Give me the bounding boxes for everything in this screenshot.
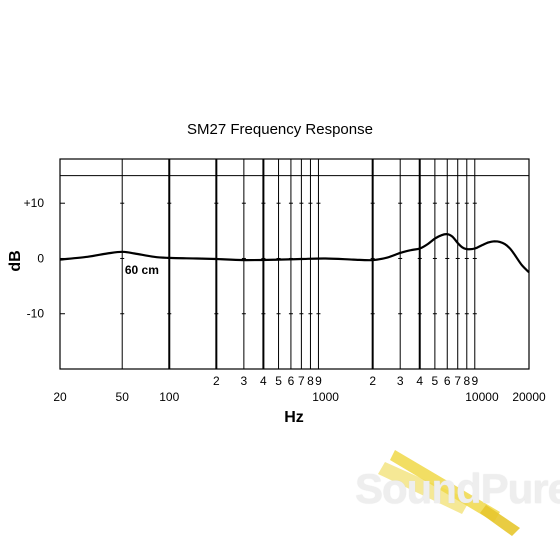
x-minor-tick-label: 4	[260, 374, 267, 388]
x-minor-tick-label: 2	[369, 374, 376, 388]
chart-title: SM27 Frequency Response	[187, 121, 373, 138]
y-tick-label: -10	[27, 307, 45, 321]
x-minor-tick-label: 7	[454, 374, 461, 388]
x-minor-tick-label: 5	[275, 374, 282, 388]
x-minor-tick-label: 5	[432, 374, 439, 388]
x-major-tick-label: 20000	[512, 390, 546, 404]
soundpure-logo	[378, 450, 520, 536]
x-minor-tick-label: 9	[471, 374, 478, 388]
x-major-tick-label: 1000	[312, 390, 339, 404]
x-minor-tick-label: 6	[444, 374, 451, 388]
x-minor-tick-label: 3	[241, 374, 248, 388]
series-annotation: 60 cm	[125, 263, 159, 277]
x-minor-tick-label: 6	[288, 374, 295, 388]
x-minor-tick-label: 3	[397, 374, 404, 388]
y-axis-label: dB	[7, 250, 24, 271]
x-major-tick-label: 20	[53, 390, 67, 404]
watermark-logo-text: SoundPure	[355, 465, 560, 512]
x-axis-label: Hz	[284, 409, 304, 426]
x-minor-tick-label: 4	[416, 374, 423, 388]
x-major-tick-label: 100	[159, 390, 179, 404]
x-minor-tick-label: 2	[213, 374, 220, 388]
response-curve	[59, 233, 530, 274]
y-tick-label: 0	[37, 251, 44, 265]
x-minor-tick-label: 9	[315, 374, 322, 388]
x-minor-tick-label: 8	[307, 374, 314, 388]
x-major-tick-label: 10000	[465, 390, 499, 404]
x-minor-tick-label: 8	[463, 374, 470, 388]
x-minor-tick-label: 7	[298, 374, 305, 388]
y-tick-label: +10	[24, 196, 45, 210]
plot-frame	[59, 158, 530, 370]
grid	[60, 159, 477, 369]
x-major-tick-label: 50	[116, 390, 130, 404]
